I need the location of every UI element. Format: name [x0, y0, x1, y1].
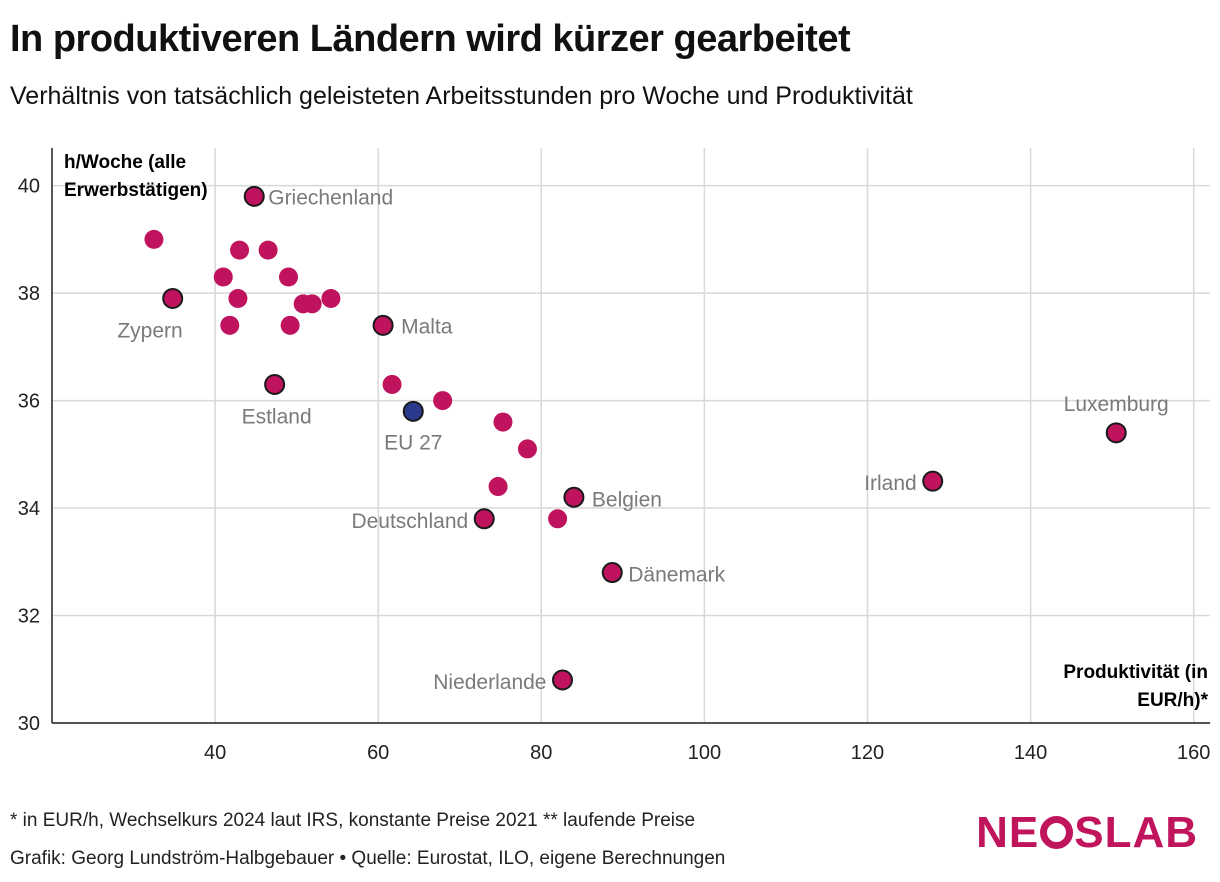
data-point — [302, 294, 322, 314]
point-zypern — [162, 287, 184, 309]
data-point — [493, 412, 513, 432]
x-tick-label: 160 — [1177, 742, 1210, 764]
point-label: Griechenland — [268, 186, 393, 209]
point-niederlande — [551, 669, 573, 691]
data-points — [144, 185, 1127, 691]
point-d-nemark — [601, 562, 623, 584]
point-label: Belgien — [592, 488, 662, 511]
y-axis-label-line1: h/Woche (alle — [64, 152, 186, 173]
tick-labels: 40 60 80 100 120 140 160 30 32 34 36 38 40 — [18, 176, 1211, 764]
point-label: Irland — [864, 472, 917, 495]
logo-text-start: NE — [976, 808, 1040, 857]
data-point — [517, 439, 537, 459]
x-tick-label: 60 — [367, 742, 389, 764]
point-eu-27 — [402, 400, 424, 422]
data-point — [144, 229, 164, 249]
point-label: Deutschland — [351, 510, 468, 533]
point-label: Luxemburg — [1064, 393, 1169, 416]
data-point — [488, 477, 508, 497]
point-griechenland — [243, 185, 265, 207]
point-label: Dänemark — [628, 564, 725, 587]
point-label: Malta — [401, 315, 453, 338]
point-deutschland — [473, 508, 495, 530]
y-tick-label: 30 — [18, 713, 40, 735]
point-irland — [922, 470, 944, 492]
neoslab-logo: NE SLAB — [976, 808, 1198, 858]
y-tick-label: 40 — [18, 176, 40, 198]
point-label: Zypern — [117, 319, 182, 342]
x-tick-label: 120 — [851, 742, 884, 764]
data-point — [220, 315, 240, 335]
data-point — [433, 391, 453, 411]
gridlines — [52, 148, 1210, 724]
chart-subtitle: Verhältnis von tatsächlich geleisteten A… — [10, 82, 913, 110]
point-luxemburg — [1105, 422, 1127, 444]
y-tick-label: 34 — [18, 498, 40, 520]
x-tick-label: 40 — [204, 742, 226, 764]
y-tick-label: 36 — [18, 391, 40, 413]
y-axis-label-line2: Erwerbstätigen) — [64, 180, 208, 201]
logo-o-ring — [1040, 816, 1074, 849]
data-point — [228, 288, 248, 308]
footnote: * in EUR/h, Wechselkurs 2024 laut IRS, k… — [10, 810, 696, 831]
data-point — [230, 240, 250, 260]
y-tick-label: 38 — [18, 283, 40, 305]
data-point — [548, 509, 568, 529]
data-point — [278, 267, 298, 287]
logo-text-end: SLAB — [1074, 808, 1198, 857]
x-axis-label-line1: Produktivität (in — [1063, 662, 1208, 683]
x-tick-label: 80 — [530, 742, 552, 764]
scatter-chart: 40 60 80 100 120 140 160 30 32 34 36 38 40 Griechenl… — [18, 148, 1211, 764]
data-point — [382, 374, 402, 394]
data-point — [213, 267, 233, 287]
axes — [51, 148, 1210, 724]
x-axis-label-line2: EUR/h)* — [1137, 690, 1208, 711]
point-label: EU 27 — [384, 431, 442, 454]
x-tick-label: 100 — [688, 742, 721, 764]
point-labels: Griechenland Zypern Malta Estland EU 27 Belgi… — [117, 186, 1168, 694]
chart-title: In produktiveren Ländern wird kürzer gea… — [10, 18, 851, 60]
data-point — [321, 288, 341, 308]
point-label: Niederlande — [433, 671, 546, 694]
point-label: Estland — [242, 405, 312, 428]
point-malta — [372, 314, 394, 336]
y-tick-label: 32 — [18, 606, 40, 628]
point-estland — [264, 373, 286, 395]
data-point — [258, 240, 278, 260]
data-point — [280, 315, 300, 335]
x-tick-label: 140 — [1014, 742, 1047, 764]
point-belgien — [563, 486, 585, 508]
source-credit: Grafik: Georg Lundström-Halbgebauer • Qu… — [10, 848, 726, 869]
